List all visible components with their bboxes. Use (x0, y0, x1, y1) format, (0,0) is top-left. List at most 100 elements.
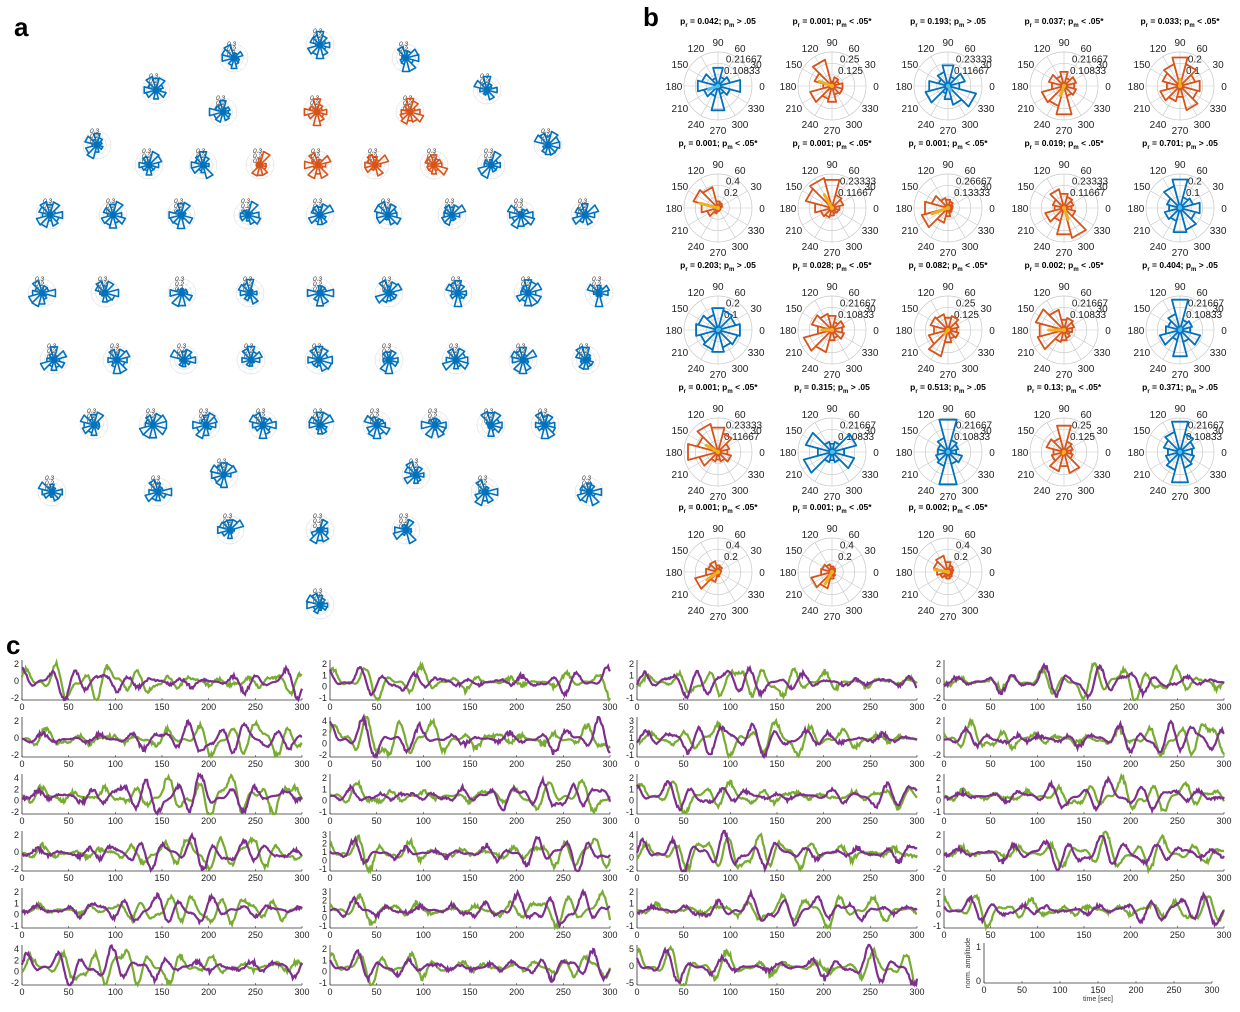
angle-tick-label: 150 (786, 60, 803, 71)
y-tick-label: 0 (322, 913, 327, 923)
angle-tick-label: 60 (1196, 288, 1208, 299)
y-tick-label: 2 (14, 716, 19, 726)
electrode-polar-plot: 0.30.20.1 (169, 343, 199, 375)
polar-spoke (947, 56, 966, 87)
angle-tick-label: 210 (672, 348, 689, 359)
polar-spoke (1046, 300, 1065, 331)
y-tick-label: 0 (629, 796, 634, 806)
x-tick-label: 0 (941, 930, 946, 940)
y-tick-label: 0 (629, 742, 634, 752)
angle-tick-label: 0 (989, 568, 995, 579)
trace-purple (329, 835, 611, 873)
trace-green (21, 948, 304, 988)
angle-tick-label: 150 (786, 304, 803, 315)
mean-vector-origin (829, 569, 835, 575)
x-tick-label: 0 (19, 816, 24, 826)
angle-tick-label: 30 (981, 182, 993, 193)
trace-purple (21, 831, 303, 873)
x-tick-label: 250 (1170, 930, 1185, 940)
radial-tick-label: 0.1 (313, 418, 322, 425)
electrode-polar-plot: 0.30.20.1 (82, 128, 112, 160)
polar-plot: pr = 0.193; pm > .05 0 30 60 90 120 150 180 210 2… (896, 16, 996, 137)
polar-spoke (1162, 451, 1181, 482)
angle-tick-label: 240 (1150, 242, 1167, 253)
polar-spoke (1179, 190, 1210, 209)
radial-tick-label: 0.1 (381, 208, 390, 215)
radial-tick-label: 0.3 (98, 276, 107, 283)
polar-histogram-grid: b pr = 0.042; pm > .05 0 30 60 90 120 150 180 21… (643, 2, 1227, 623)
polar-spoke (802, 571, 833, 590)
angle-tick-label: 90 (1174, 38, 1186, 49)
angle-tick-label: 270 (824, 126, 841, 137)
x-tick-label: 150 (769, 987, 784, 997)
electrode-polar-plot: 0.30.20.1 (533, 128, 563, 160)
panel-a-label: a (14, 12, 29, 42)
polar-spoke (688, 312, 719, 331)
x-tick-label: 150 (1090, 985, 1105, 995)
radial-tick-label: 0.3 (45, 475, 54, 482)
angle-tick-label: 30 (981, 546, 993, 557)
angle-tick-label: 60 (848, 44, 860, 55)
rose-histogram (1163, 178, 1201, 233)
angle-tick-label: 330 (862, 226, 879, 237)
polar-spoke (802, 434, 833, 453)
angle-tick-label: 90 (712, 524, 724, 535)
polar-spoke (802, 554, 833, 573)
y-tick-label: -2 (11, 807, 19, 817)
x-tick-label: 300 (602, 987, 617, 997)
angle-tick-label: 270 (824, 492, 841, 503)
electrode-polar-plot: 0.30.20.1 (441, 343, 471, 375)
x-tick-label: 250 (1170, 873, 1185, 883)
radial-tick-label: 0.1 (43, 208, 52, 215)
radial-tick-label: 0.1 (451, 286, 460, 293)
x-tick-label: 100 (108, 816, 123, 826)
radial-tick-label: 0.2 (241, 203, 250, 210)
x-tick-label: 300 (602, 930, 617, 940)
y-tick-label: 2 (322, 944, 327, 954)
polar-spoke (947, 329, 978, 348)
polar-plot: pr = 0.001; pm < .05* 0 30 60 90 120 150 180 210… (666, 382, 766, 503)
polar-spoke (1034, 190, 1065, 209)
x-tick-label: 100 (108, 702, 123, 712)
y-tick-label: 2 (629, 773, 634, 783)
x-tick-label: 50 (372, 873, 382, 883)
polar-plot: pr = 0.042; pm > .05 0 30 60 90 120 150 180 210 2… (666, 16, 766, 137)
x-tick-label: 200 (509, 759, 524, 769)
electrode-polar-plot: 0.30.20.1 (138, 408, 168, 440)
x-tick-label: 150 (154, 987, 169, 997)
radial-tick-label: 0.1 (578, 208, 587, 215)
rose-histogram (241, 345, 263, 368)
angle-tick-label: 180 (780, 326, 797, 337)
electrode-polar-plot: 0.30.20.1 (215, 513, 245, 545)
angle-tick-label: 150 (1018, 60, 1035, 71)
radial-tick-label: 0.3 (146, 408, 155, 415)
polar-spoke (700, 300, 719, 331)
polar-spoke (802, 85, 833, 104)
rose-histogram (420, 417, 447, 439)
angle-tick-label: 300 (846, 486, 863, 497)
rose-histogram (138, 412, 168, 439)
polar-spoke (831, 68, 862, 87)
x-tick-label: 100 (108, 987, 123, 997)
x-tick-label: 200 (816, 816, 831, 826)
radial-tick-label: 0.1 (582, 485, 591, 492)
mean-vector-origin (1177, 327, 1183, 333)
y-tick-label: 2 (629, 725, 634, 735)
polar-spoke (1034, 451, 1065, 470)
trace-purple (328, 713, 611, 760)
radial-tick-label: 0.1 (1186, 188, 1200, 199)
angle-tick-label: 60 (734, 166, 746, 177)
polar-spoke (1179, 422, 1198, 453)
polar-spoke (1150, 207, 1181, 226)
polar-spoke (1046, 56, 1065, 87)
polar-plot-title: pr = 0.082; pm < .05* (908, 260, 988, 273)
polar-spoke (831, 451, 850, 482)
mean-vector-origin (945, 569, 951, 575)
angle-tick-label: 150 (1018, 304, 1035, 315)
rose-histogram (208, 99, 232, 123)
radial-tick-label: 0.2 (428, 413, 437, 420)
angle-tick-label: 300 (962, 486, 979, 497)
radial-tick-label: 0.1 (199, 418, 208, 425)
